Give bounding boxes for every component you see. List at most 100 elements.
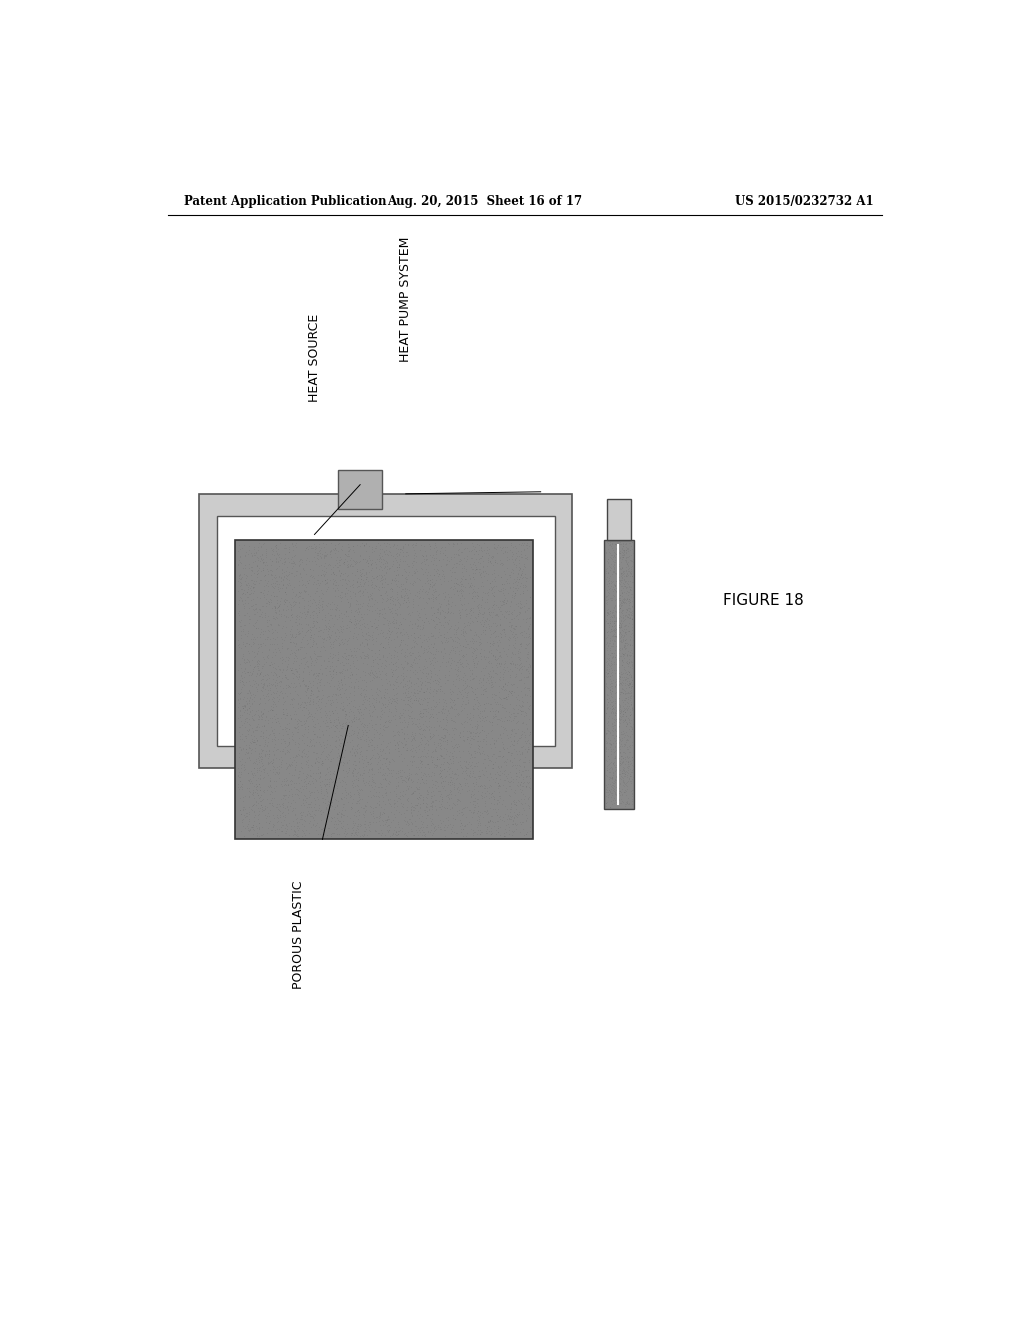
Point	[436, 747, 453, 768]
Point	[364, 601, 380, 622]
Point	[278, 813, 294, 834]
Point	[349, 722, 366, 743]
Point	[605, 770, 622, 791]
Point	[466, 569, 482, 590]
Point	[472, 643, 488, 664]
Point	[397, 541, 414, 562]
Point	[305, 715, 322, 737]
Point	[325, 692, 341, 713]
Point	[334, 673, 350, 694]
Point	[611, 789, 628, 810]
Point	[625, 602, 641, 623]
Point	[355, 821, 372, 842]
Point	[606, 741, 623, 762]
Point	[486, 706, 503, 727]
Point	[498, 593, 514, 614]
Point	[316, 545, 333, 566]
Point	[343, 611, 359, 632]
Point	[609, 676, 626, 697]
Point	[240, 817, 256, 838]
Point	[241, 719, 257, 741]
Point	[255, 676, 271, 697]
Point	[452, 589, 468, 610]
Point	[404, 729, 421, 750]
Point	[254, 595, 270, 616]
Point	[398, 767, 415, 788]
Point	[513, 541, 529, 562]
Point	[302, 636, 318, 657]
Point	[624, 750, 640, 771]
Point	[509, 576, 525, 597]
Point	[248, 734, 264, 755]
Point	[312, 672, 329, 693]
Point	[482, 573, 499, 594]
Point	[302, 628, 318, 649]
Point	[410, 645, 426, 667]
Point	[505, 709, 521, 730]
Point	[470, 730, 486, 751]
Point	[346, 705, 362, 726]
Point	[345, 638, 361, 659]
Point	[610, 602, 627, 623]
Point	[459, 652, 475, 673]
Point	[369, 537, 385, 558]
Point	[255, 552, 271, 573]
Point	[617, 589, 634, 610]
Point	[365, 622, 381, 643]
Point	[508, 548, 524, 569]
Point	[481, 711, 498, 733]
Point	[286, 642, 302, 663]
Point	[358, 594, 375, 615]
Point	[357, 533, 374, 554]
Point	[492, 760, 508, 781]
Point	[521, 751, 538, 772]
Point	[390, 741, 407, 762]
Point	[424, 572, 440, 593]
Point	[269, 825, 286, 846]
Point	[229, 594, 246, 615]
Point	[614, 537, 631, 558]
Point	[264, 686, 281, 708]
Point	[598, 733, 614, 754]
Point	[508, 768, 524, 789]
Point	[512, 657, 528, 678]
Point	[462, 748, 478, 770]
Point	[260, 606, 276, 627]
Point	[385, 820, 401, 841]
Point	[515, 772, 531, 793]
Point	[622, 579, 638, 601]
Point	[259, 593, 275, 614]
Point	[435, 564, 452, 585]
Point	[353, 737, 370, 758]
Point	[492, 675, 508, 696]
Point	[355, 772, 372, 793]
Point	[398, 730, 415, 751]
Point	[607, 725, 624, 746]
Point	[432, 756, 449, 777]
Point	[336, 665, 352, 686]
Point	[442, 752, 459, 774]
Point	[437, 689, 454, 710]
Point	[460, 776, 476, 797]
Point	[356, 535, 373, 556]
Point	[296, 768, 312, 789]
Point	[263, 700, 280, 721]
Point	[505, 536, 521, 557]
Point	[276, 581, 293, 602]
Point	[434, 770, 451, 791]
Point	[319, 804, 336, 825]
Point	[338, 578, 354, 599]
Point	[323, 598, 339, 619]
Point	[239, 690, 255, 711]
Point	[424, 726, 440, 747]
Point	[508, 615, 524, 636]
Point	[413, 767, 429, 788]
Point	[470, 594, 486, 615]
Point	[502, 750, 518, 771]
Point	[392, 611, 409, 632]
Point	[474, 705, 490, 726]
Point	[280, 565, 296, 586]
Point	[258, 651, 274, 672]
Point	[346, 689, 362, 710]
Point	[622, 727, 638, 748]
